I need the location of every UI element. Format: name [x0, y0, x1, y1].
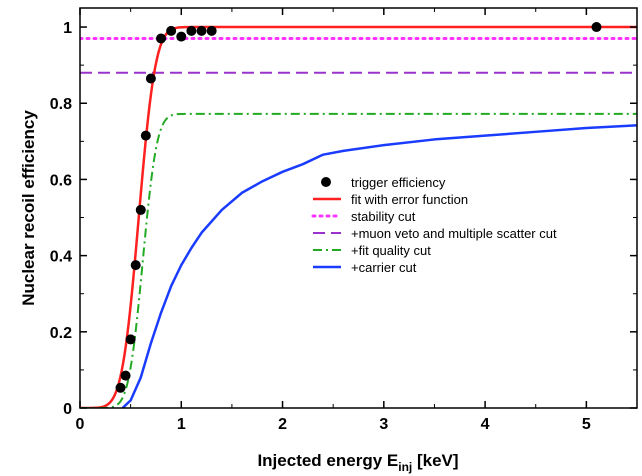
x-axis-title-unit: [keV] — [412, 451, 458, 470]
legend-label-fit-quality-cut: +fit quality cut — [351, 243, 431, 258]
x-axis-title-subscript: inj — [398, 460, 412, 474]
trigger-efficiency-point — [130, 260, 141, 271]
trigger-efficiency-point — [135, 204, 146, 215]
legend-label-trigger-efficiency: trigger efficiency — [351, 175, 446, 190]
x-tick-label: 2 — [278, 416, 287, 433]
series-fit-quality-cut — [80, 112, 637, 408]
trigger-efficiency-point — [206, 25, 217, 36]
y-tick-label: 0.2 — [50, 325, 72, 342]
y-tick-label: 0.8 — [50, 96, 72, 113]
legend: trigger efficiency fit with error functio… — [311, 175, 557, 275]
trigger-efficiency-point — [166, 25, 177, 36]
y-tick-label: 0 — [63, 401, 72, 418]
x-tick-label: 4 — [481, 416, 490, 433]
y-tick-label: 0.4 — [50, 249, 72, 266]
legend-label-stability-cut: stability cut — [351, 209, 416, 224]
series-carrier-cut — [121, 124, 637, 408]
trigger-efficiency-point — [591, 22, 602, 33]
trigger-efficiency-point — [145, 73, 156, 84]
trigger-efficiency-point — [125, 334, 136, 345]
legend-label-fit-with-error-function: fit with error function — [351, 192, 468, 207]
trigger-efficiency-point — [196, 25, 207, 36]
trigger-efficiency-point — [120, 370, 131, 381]
legend-marker-trigger-efficiency — [321, 177, 331, 187]
trigger-efficiency-point — [140, 130, 151, 141]
x-tick-label: 3 — [379, 416, 388, 433]
y-tick-label: 1 — [63, 20, 72, 37]
trigger-efficiency-point — [186, 25, 197, 36]
plot-frame — [79, 7, 638, 409]
y-axis-title: Nuclear recoil efficiency — [19, 110, 38, 306]
trigger-efficiency-point — [115, 382, 126, 393]
trigger-efficiency-point — [176, 31, 187, 42]
legend-label-carrier-cut: +carrier cut — [351, 260, 417, 275]
trigger-efficiency-point — [156, 33, 167, 44]
x-axis-title-main: Injected energy E — [257, 451, 398, 470]
legend-label-muon-veto-and-multiple-scatter-cut: +muon veto and multiple scatter cut — [351, 226, 557, 241]
y-tick-label: 0.6 — [50, 172, 72, 189]
x-tick-label: 0 — [76, 416, 85, 433]
x-tick-label: 1 — [177, 416, 186, 433]
x-axis-title: Injected energy Einj [keV] — [257, 451, 458, 474]
x-tick-label: 5 — [582, 416, 591, 433]
